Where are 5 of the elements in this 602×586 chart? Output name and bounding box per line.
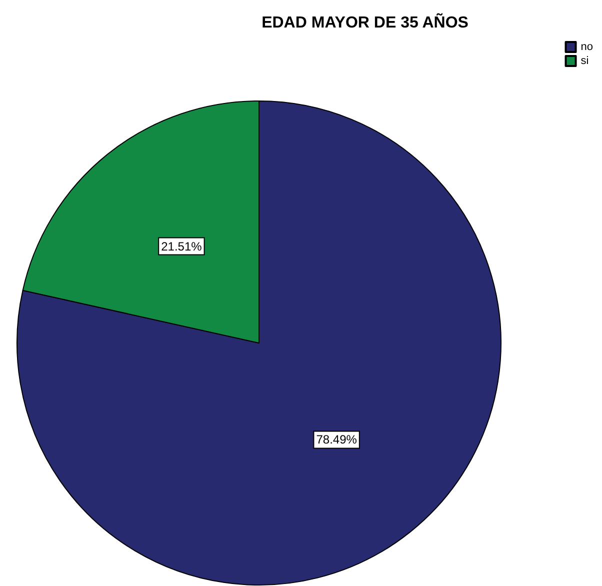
data-label: 78.49% bbox=[316, 432, 358, 447]
legend-label: no bbox=[580, 41, 594, 53]
legend-label: si bbox=[580, 55, 589, 67]
chart-title: EDAD MAYOR DE 35 AÑOS bbox=[262, 12, 469, 32]
data-label: 21.51% bbox=[161, 239, 202, 254]
